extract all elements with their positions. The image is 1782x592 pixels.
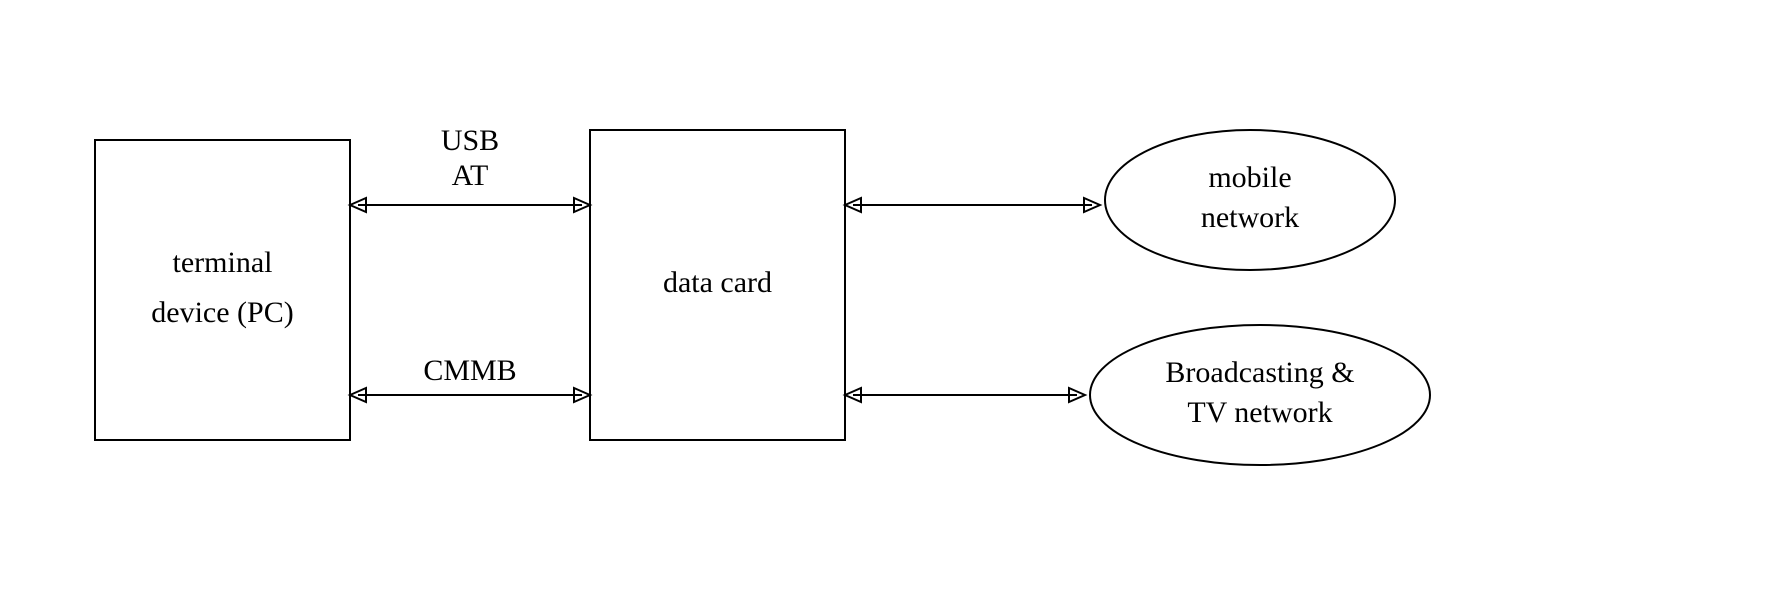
node-datacard-label-0: data card <box>663 266 772 299</box>
edge-0-label-1: AT <box>452 159 489 192</box>
node-mobile-label-0: mobile <box>1208 161 1291 194</box>
node-broadcast-label-1: TV network <box>1187 396 1332 429</box>
edge-1-label-0: CMMB <box>423 354 516 387</box>
node-broadcast-label-0: Broadcasting & <box>1165 356 1354 389</box>
node-terminal-label-0: terminal <box>173 246 273 279</box>
node-terminal-label-1: device (PC) <box>151 296 293 329</box>
node-mobile-label-1: network <box>1201 201 1299 234</box>
edge-0-label-0: USB <box>441 124 499 157</box>
